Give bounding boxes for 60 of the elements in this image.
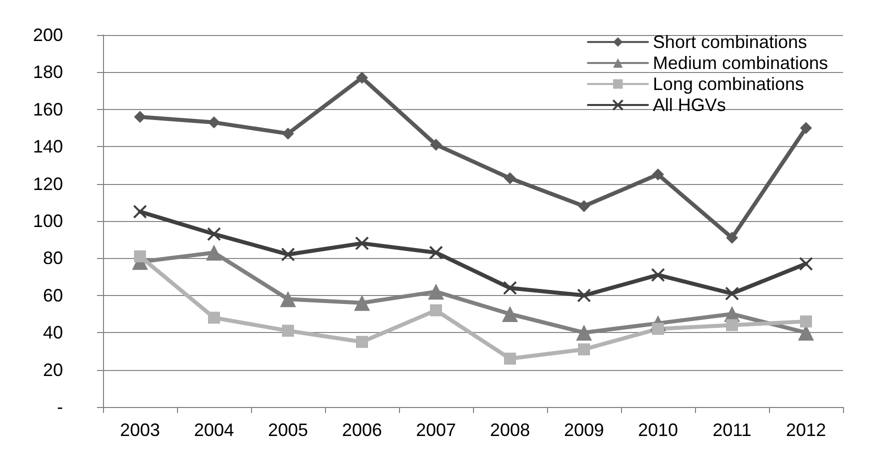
y-tick-label: 100 (32, 211, 63, 231)
y-tick-label: 140 (32, 136, 63, 157)
legend-label: Long combinations (652, 74, 804, 94)
point (577, 288, 591, 302)
point (208, 116, 220, 128)
point (726, 232, 738, 244)
x-tick-label: 2011 (712, 420, 752, 440)
point (282, 128, 294, 140)
x-tick-label: 2005 (268, 420, 308, 440)
y-tick-label: 120 (32, 174, 63, 194)
point (134, 110, 146, 123)
x-tick-label: 2004 (194, 420, 234, 440)
point (208, 312, 220, 324)
y-tick-label: 200 (32, 25, 63, 45)
y-tick-label: 180 (32, 62, 63, 82)
point (576, 324, 592, 341)
point (206, 244, 222, 261)
point (430, 138, 442, 151)
legend-label: Medium combinations (652, 53, 828, 73)
point (356, 336, 368, 348)
y-tick-label: 160 (32, 99, 63, 120)
legend-label: All HGVs (652, 95, 726, 115)
point (356, 72, 368, 84)
point (354, 294, 370, 311)
point (725, 286, 739, 301)
x-tick-label: 2009 (564, 420, 604, 440)
point (503, 280, 517, 295)
point (134, 250, 146, 262)
point (281, 247, 295, 262)
x-tick-label: 2007 (416, 420, 456, 440)
y-tick-label: 60 (42, 285, 63, 306)
point (800, 122, 812, 134)
y-tick-label: - (57, 397, 63, 417)
point (429, 246, 443, 260)
y-tick-label: 80 (42, 248, 63, 268)
point (355, 236, 369, 250)
point (428, 284, 444, 300)
point (430, 304, 442, 316)
y-tick-label: 20 (42, 360, 63, 380)
legend-label: Short combinations (652, 32, 808, 52)
x-tick-label: 2006 (342, 420, 382, 440)
x-tick-label: 2010 (638, 420, 678, 440)
point (504, 352, 516, 365)
point (651, 268, 665, 282)
y-tick-label: 40 (42, 322, 63, 343)
x-tick-label: 2008 (490, 420, 530, 440)
x-tick-label: 2003 (120, 420, 160, 440)
point (578, 343, 590, 356)
point (504, 172, 516, 184)
point (726, 319, 738, 332)
point (578, 200, 590, 212)
point (282, 324, 294, 337)
point (799, 256, 813, 271)
point (207, 227, 221, 242)
x-tick-label: 2012 (786, 420, 826, 440)
point (502, 306, 518, 322)
point (652, 168, 664, 180)
point (280, 291, 296, 308)
point (800, 315, 812, 328)
point (133, 204, 147, 219)
